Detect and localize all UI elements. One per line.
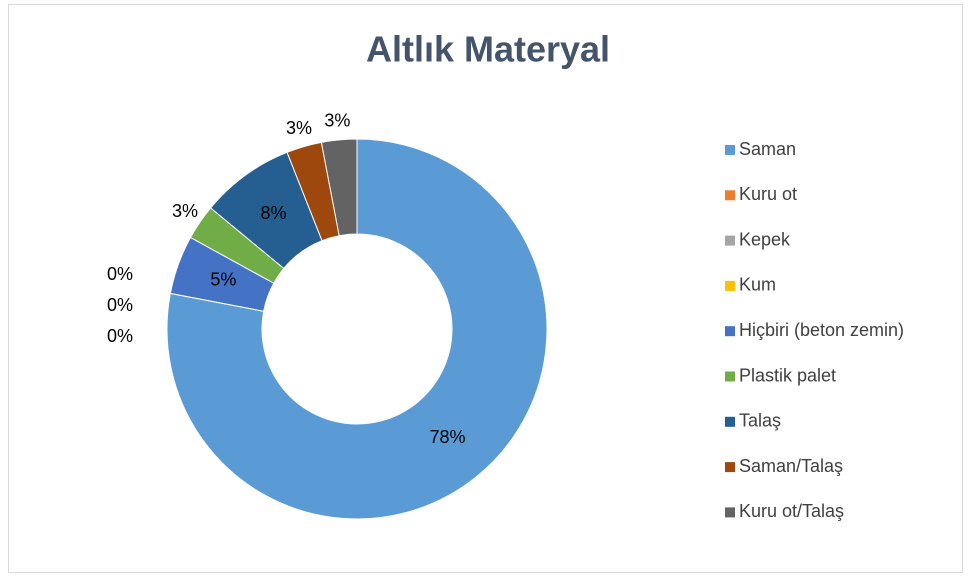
data-label: 5%	[210, 270, 236, 290]
data-label: 3%	[324, 111, 350, 131]
legend-label: Kuru ot/Talaş	[739, 501, 844, 521]
data-label: 8%	[261, 203, 287, 223]
data-label: 0%	[107, 264, 133, 284]
data-label: 0%	[107, 295, 133, 315]
legend-label: Saman	[739, 139, 796, 159]
legend-label: Kepek	[739, 229, 791, 249]
donut-slice	[320, 138, 358, 237]
legend-swatch	[725, 416, 735, 427]
legend-swatch	[725, 371, 735, 382]
legend-label: Plastik palet	[739, 365, 836, 385]
legend-label: Saman/Talaş	[739, 456, 843, 476]
legend-label: Hiçbiri (beton zemin)	[739, 320, 904, 340]
data-label: 0%	[107, 326, 133, 346]
legend-swatch	[725, 190, 735, 201]
data-label: 3%	[286, 118, 312, 138]
data-label: 78%	[429, 427, 465, 447]
data-label: 3%	[172, 201, 198, 221]
legend-swatch	[725, 507, 735, 518]
legend-label: Talaş	[739, 411, 781, 431]
legend-swatch	[725, 280, 735, 291]
legend-swatch	[725, 235, 735, 246]
legend-label: Kuru ot	[739, 184, 797, 204]
legend-swatch	[725, 462, 735, 473]
legend-swatch	[725, 326, 735, 337]
chart-title: Altlık Materyal	[366, 29, 610, 70]
legend-swatch	[725, 145, 735, 155]
donut-slice	[166, 138, 548, 520]
legend-label: Kum	[739, 275, 776, 295]
